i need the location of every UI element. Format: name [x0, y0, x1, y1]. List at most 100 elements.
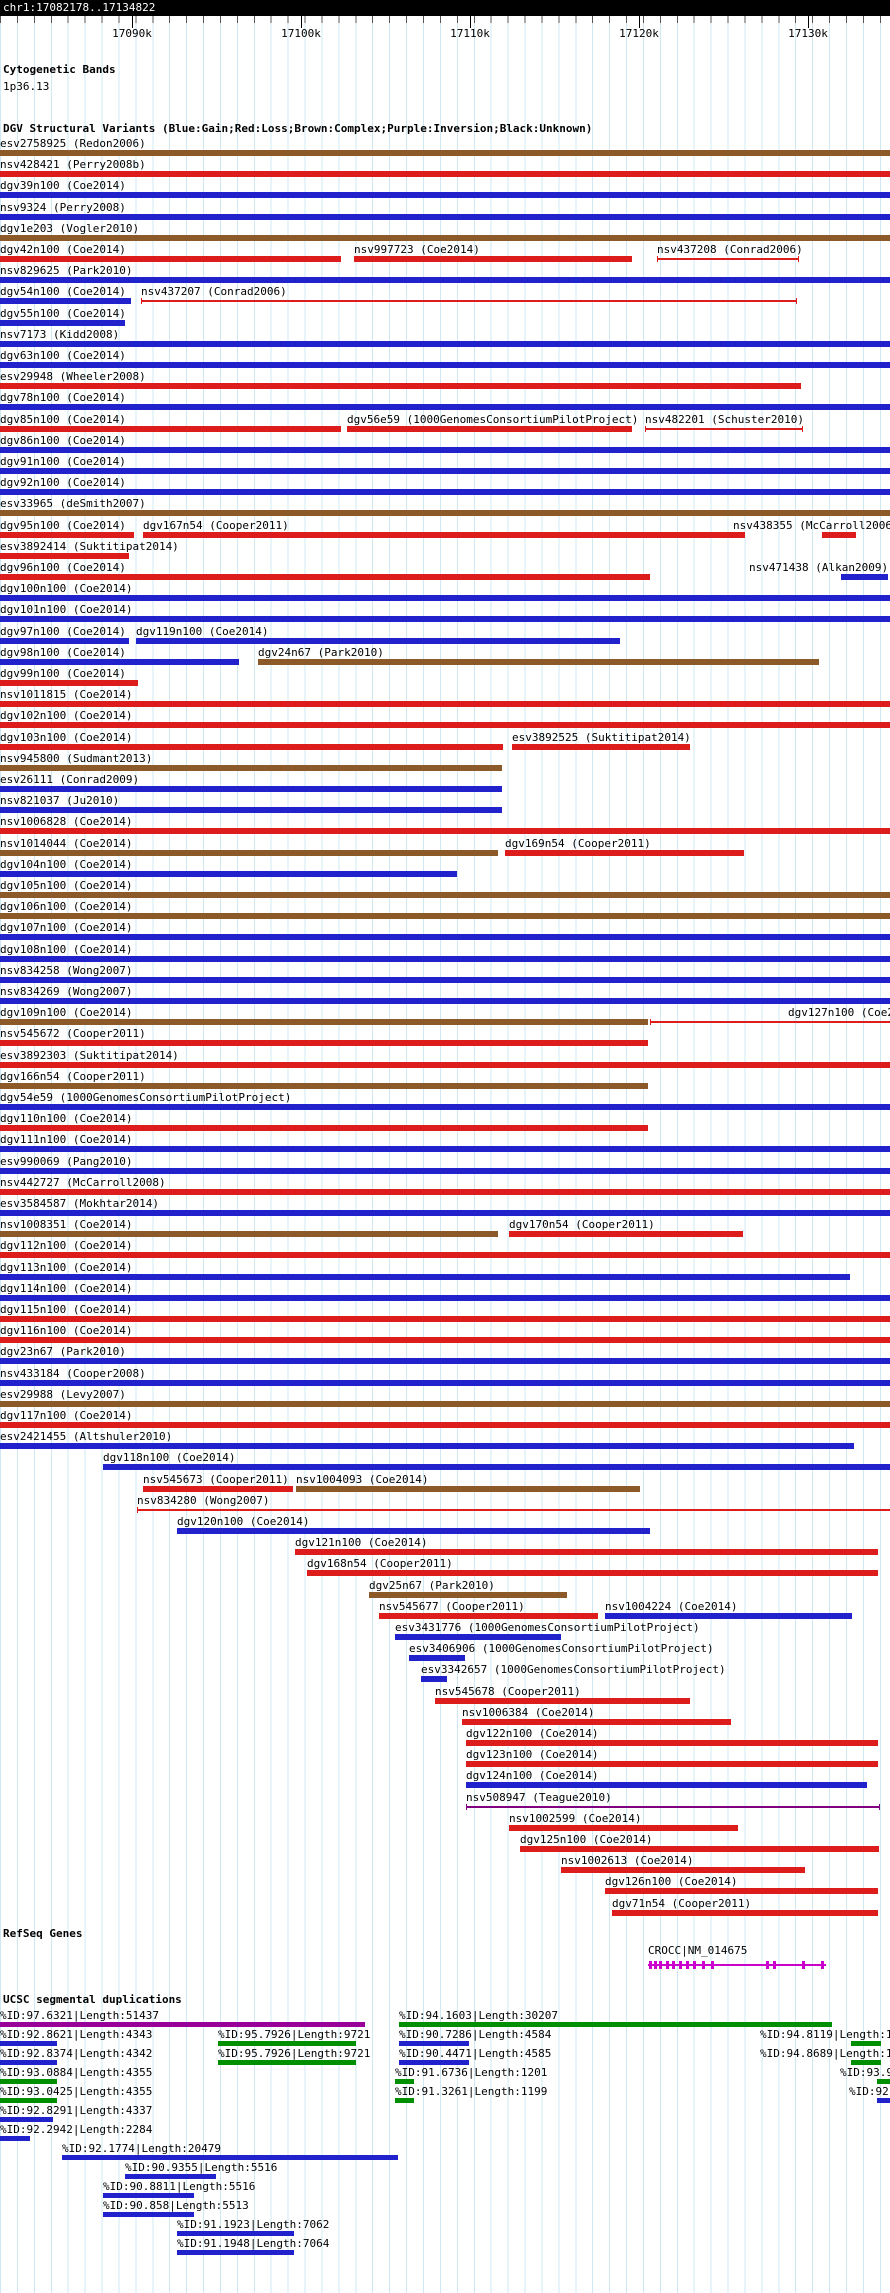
variant-bar[interactable]	[0, 235, 890, 241]
variant-label[interactable]: dgv100n100 (Coe2014)	[0, 582, 133, 595]
segdup-label[interactable]: %ID:95.7926|Length:9721	[218, 2028, 371, 2041]
variant-bar[interactable]	[0, 1231, 498, 1237]
variant-bar[interactable]	[0, 1040, 648, 1046]
variant-label[interactable]: nsv829625 (Park2010)	[0, 264, 133, 277]
segdup-bar[interactable]	[177, 2231, 294, 2236]
variant-bar[interactable]	[435, 1698, 690, 1704]
segdup-label[interactable]: %ID:91.1923|Length:7062	[177, 2218, 330, 2231]
variant-label[interactable]: dgv119n100 (Coe2014)	[136, 625, 269, 638]
variant-bar[interactable]	[0, 1210, 890, 1216]
segdup-label[interactable]: %ID:91.3261|Length:1199	[395, 2085, 548, 2098]
gene-exon[interactable]	[702, 1961, 705, 1969]
variant-bar[interactable]	[0, 659, 239, 665]
variant-label[interactable]: nsv545672 (Cooper2011)	[0, 1027, 146, 1040]
segdup-label[interactable]: %ID:95.7926|Length:9721	[218, 2047, 371, 2060]
variant-bar[interactable]	[0, 701, 890, 707]
variant-label[interactable]: dgv124n100 (Coe2014)	[466, 1769, 599, 1782]
gene-exon[interactable]	[666, 1961, 669, 1969]
segdup-bar[interactable]	[177, 2250, 294, 2255]
variant-label[interactable]: nsv1002613 (Coe2014)	[561, 1854, 694, 1867]
segdup-label[interactable]: %ID:90.9355|Length:5516	[125, 2161, 278, 2174]
variant-bar[interactable]	[395, 1634, 561, 1640]
segdup-bar[interactable]	[399, 2041, 469, 2046]
variant-label[interactable]: nsv1006384 (Coe2014)	[462, 1706, 595, 1719]
variant-label[interactable]: dgv104n100 (Coe2014)	[0, 858, 133, 871]
segdup-bar[interactable]	[0, 2117, 53, 2122]
variant-bar[interactable]	[0, 532, 134, 538]
variant-bar[interactable]	[369, 1592, 567, 1598]
variant-label[interactable]: nsv545673 (Cooper2011)	[143, 1473, 289, 1486]
gene-label[interactable]: CROCC|NM_014675	[648, 1944, 748, 1957]
variant-bar[interactable]	[0, 1443, 854, 1449]
gene-exon[interactable]	[649, 1961, 652, 1969]
variant-label[interactable]: dgv54n100 (Coe2014)	[0, 285, 126, 298]
variant-label[interactable]: dgv91n100 (Coe2014)	[0, 455, 126, 468]
variant-label[interactable]: nsv442727 (McCarroll2008)	[0, 1176, 166, 1189]
variant-bar[interactable]	[509, 1825, 738, 1831]
variant-label[interactable]: esv33965 (deSmith2007)	[0, 497, 146, 510]
segdup-label[interactable]: %ID:90.4471|Length:4585	[399, 2047, 552, 2060]
variant-label[interactable]: dgv107n100 (Coe2014)	[0, 921, 133, 934]
variant-label[interactable]: dgv113n100 (Coe2014)	[0, 1261, 133, 1274]
variant-bar[interactable]	[0, 998, 890, 1004]
segdup-label[interactable]: %ID:94.8689|Length:175	[760, 2047, 890, 2060]
variant-bar[interactable]	[657, 256, 799, 262]
variant-bar[interactable]	[466, 1782, 867, 1788]
variant-bar[interactable]	[0, 574, 650, 580]
variant-bar[interactable]	[505, 850, 744, 856]
variant-bar[interactable]	[0, 871, 457, 877]
variant-label[interactable]: dgv99n100 (Coe2014)	[0, 667, 126, 680]
variant-label[interactable]: nsv1004224 (Coe2014)	[605, 1600, 738, 1613]
variant-label[interactable]: dgv39n100 (Coe2014)	[0, 179, 126, 192]
variant-label[interactable]: nsv945800 (Sudmant2013)	[0, 752, 153, 765]
variant-label[interactable]: dgv63n100 (Coe2014)	[0, 349, 126, 362]
variant-bar[interactable]	[0, 1146, 890, 1152]
variant-label[interactable]: esv3892525 (Suktitipat2014)	[512, 731, 691, 744]
cytoband-label[interactable]: 1p36.13	[3, 80, 50, 93]
variant-label[interactable]: dgv121n100 (Coe2014)	[295, 1536, 428, 1549]
variant-bar[interactable]	[0, 638, 129, 644]
variant-label[interactable]: nsv545677 (Cooper2011)	[379, 1600, 525, 1613]
segdup-bar[interactable]	[399, 2060, 469, 2065]
variant-bar[interactable]	[0, 150, 890, 156]
variant-label[interactable]: dgv115n100 (Coe2014)	[0, 1303, 133, 1316]
variant-label[interactable]: nsv9324 (Perry2008)	[0, 201, 126, 214]
segdup-bar[interactable]	[125, 2174, 216, 2179]
variant-label[interactable]: esv29988 (Levy2007)	[0, 1388, 126, 1401]
gene-exon[interactable]	[711, 1961, 714, 1969]
segdup-bar[interactable]	[877, 2079, 890, 2084]
variant-bar[interactable]	[0, 595, 890, 601]
gene-exon[interactable]	[773, 1961, 776, 1969]
variant-label[interactable]: dgv168n54 (Cooper2011)	[307, 1557, 453, 1570]
variant-label[interactable]: dgv125n100 (Coe2014)	[520, 1833, 653, 1846]
segdup-bar[interactable]	[395, 2079, 414, 2084]
variant-label[interactable]: dgv25n67 (Park2010)	[369, 1579, 495, 1592]
variant-label[interactable]: dgv1e203 (Vogler2010)	[0, 222, 140, 235]
variant-label[interactable]: dgv95n100 (Coe2014)	[0, 519, 126, 532]
variant-bar[interactable]	[103, 1464, 890, 1470]
variant-label[interactable]: nsv7173 (Kidd2008)	[0, 328, 120, 341]
variant-bar[interactable]	[0, 786, 502, 792]
variant-bar[interactable]	[354, 256, 632, 262]
segdup-bar[interactable]	[0, 2136, 30, 2141]
variant-bar[interactable]	[0, 680, 138, 686]
gene-exon[interactable]	[802, 1961, 805, 1969]
segdup-bar[interactable]	[103, 2193, 194, 2198]
variant-bar[interactable]	[0, 277, 890, 283]
variant-label[interactable]: dgv55n100 (Coe2014)	[0, 307, 126, 320]
segdup-label[interactable]: %ID:91.6736|Length:1201	[395, 2066, 548, 2079]
segdup-bar[interactable]	[0, 2041, 57, 2046]
segdup-label[interactable]: %ID:94.1603|Length:30207	[399, 2009, 558, 2022]
variant-bar[interactable]	[0, 977, 890, 983]
variant-label[interactable]: dgv118n100 (Coe2014)	[103, 1451, 236, 1464]
variant-bar[interactable]	[0, 192, 890, 198]
variant-label[interactable]: nsv834258 (Wong2007)	[0, 964, 133, 977]
variant-label[interactable]: dgv123n100 (Coe2014)	[466, 1748, 599, 1761]
segdup-bar[interactable]	[0, 2022, 365, 2027]
variant-label[interactable]: esv3584587 (Mokhtar2014)	[0, 1197, 159, 1210]
variant-bar[interactable]	[307, 1570, 878, 1576]
variant-label[interactable]: dgv42n100 (Coe2014)	[0, 243, 126, 256]
variant-label[interactable]: dgv98n100 (Coe2014)	[0, 646, 126, 659]
variant-label[interactable]: dgv167n54 (Cooper2011)	[143, 519, 289, 532]
variant-bar[interactable]	[0, 1358, 890, 1364]
